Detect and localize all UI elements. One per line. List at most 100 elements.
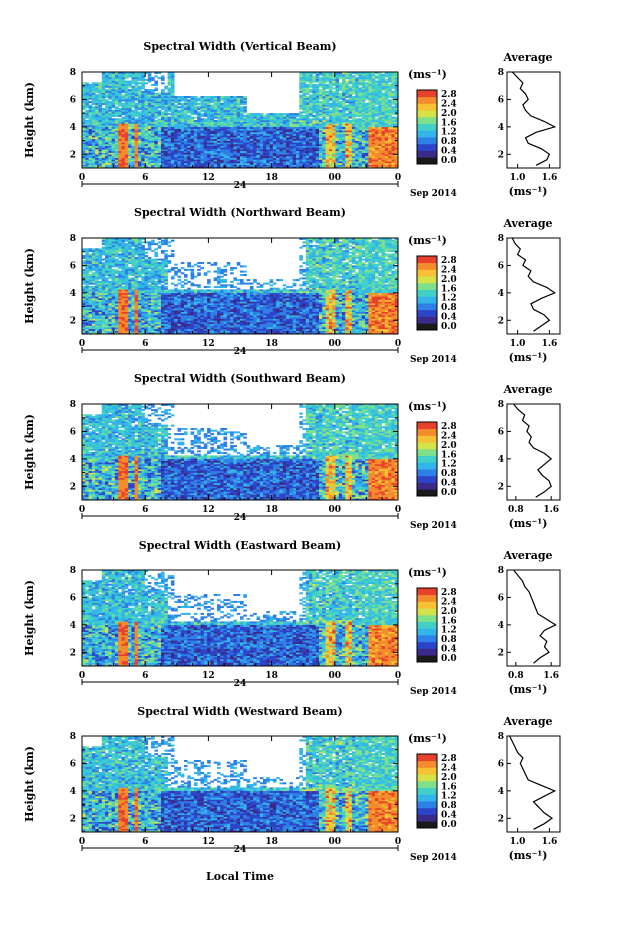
heatmap-cell: [322, 115, 326, 117]
heatmap-cell: [253, 161, 257, 163]
heatmap-cell: [178, 153, 182, 155]
heatmap-cell: [204, 165, 208, 167]
heatmap-cell: [247, 141, 251, 143]
heatmap-cell: [151, 123, 155, 125]
heatmap-cell: [316, 115, 320, 117]
heatmap-cell: [145, 149, 149, 151]
heatmap-cell: [312, 118, 316, 120]
heatmap-cell: [118, 141, 122, 143]
heatmap-cell: [125, 103, 129, 105]
heatmap-cell: [108, 111, 112, 113]
heatmap-cell: [332, 99, 336, 101]
heatmap-cell: [154, 153, 158, 155]
heatmap-cell: [187, 99, 191, 101]
heatmap-cell: [375, 82, 379, 84]
heatmap-cell: [154, 137, 158, 139]
heatmap-cell: [141, 94, 145, 96]
heatmap-cell: [375, 91, 379, 93]
heatmap-cell: [227, 163, 231, 165]
heatmap-cell: [303, 118, 307, 120]
heatmap-cell: [89, 286, 93, 288]
heatmap-cell: [240, 103, 244, 105]
heatmap-cell: [329, 110, 333, 112]
heatmap-cell: [164, 153, 168, 155]
heatmap-cell: [237, 127, 241, 129]
heatmap-cell: [227, 115, 231, 117]
heatmap-cell: [138, 118, 142, 120]
heatmap-cell: [342, 153, 346, 155]
heatmap-cell: [322, 127, 326, 129]
heatmap-cell: [122, 117, 126, 119]
heatmap-cell: [352, 139, 356, 141]
heatmap-cell: [224, 153, 228, 155]
heatmap-cell: [299, 118, 303, 120]
heatmap-cell: [197, 106, 201, 108]
heatmap-cell: [332, 94, 336, 96]
heatmap-cell: [187, 151, 191, 153]
heatmap-cell: [92, 255, 96, 257]
heatmap-cell: [382, 153, 386, 155]
heatmap-cell: [105, 281, 109, 283]
heatmap-cell: [92, 286, 96, 288]
heatmap-cell: [326, 75, 330, 77]
heatmap-cell: [145, 115, 149, 117]
heatmap-cell: [283, 139, 287, 141]
heatmap-cell: [128, 81, 132, 83]
heatmap-cell: [339, 123, 343, 125]
heatmap-cell: [95, 123, 99, 125]
heatmap-cell: [355, 91, 359, 93]
heatmap-cell: [85, 317, 89, 319]
heatmap-cell: [263, 137, 267, 139]
heatmap-cell: [349, 106, 353, 108]
heatmap-cell: [128, 161, 132, 163]
heatmap-cell: [312, 163, 316, 165]
heatmap-cell: [99, 87, 103, 89]
heatmap-cell: [194, 111, 198, 113]
heatmap-cell: [122, 106, 126, 108]
heatmap-cell: [207, 123, 211, 125]
heatmap-cell: [191, 149, 195, 151]
heatmap-cell: [112, 161, 116, 163]
heatmap-cell: [217, 149, 221, 151]
heatmap-cell: [141, 118, 145, 120]
heatmap-cell: [306, 84, 310, 86]
heatmap-cell: [145, 79, 149, 81]
heatmap-cell: [171, 111, 175, 113]
heatmap-cell: [138, 75, 142, 77]
heatmap-cell: [151, 149, 155, 151]
heatmap-cell: [253, 149, 257, 151]
heatmap-cell: [368, 139, 372, 141]
heatmap-cell: [131, 103, 135, 105]
heatmap-cell: [339, 149, 343, 151]
heatmap-cell: [118, 75, 122, 77]
heatmap-cell: [359, 79, 363, 81]
heatmap-cell: [214, 137, 218, 139]
heatmap-cell: [95, 151, 99, 153]
heatmap-cell: [270, 123, 274, 125]
heatmap-cell: [197, 123, 201, 125]
heatmap-cell: [260, 153, 264, 155]
heatmap-cell: [326, 87, 330, 89]
heatmap-cell: [247, 151, 251, 153]
heatmap-cell: [118, 151, 122, 153]
heatmap-cell: [322, 161, 326, 163]
heatmap-cell: [352, 75, 356, 77]
heatmap-cell: [270, 137, 274, 139]
heatmap-cell: [233, 111, 237, 113]
heatmap-cell: [329, 103, 333, 105]
heatmap-cell: [293, 141, 297, 143]
heatmap-cell: [355, 141, 359, 143]
heatmap-cell: [280, 161, 284, 163]
heatmap-cell: [233, 137, 237, 139]
heatmap-cell: [345, 106, 349, 108]
heatmap-cell: [237, 103, 241, 105]
heatmap-cell: [322, 99, 326, 101]
heatmap-cell: [329, 161, 333, 163]
heatmap-cell: [352, 103, 356, 105]
heatmap-cell: [194, 137, 198, 139]
heatmap-cell: [263, 127, 267, 129]
heatmap-cell: [95, 103, 99, 105]
heatmap-cell: [289, 123, 293, 125]
heatmap-cell: [105, 245, 109, 247]
heatmap-cell: [89, 94, 93, 96]
